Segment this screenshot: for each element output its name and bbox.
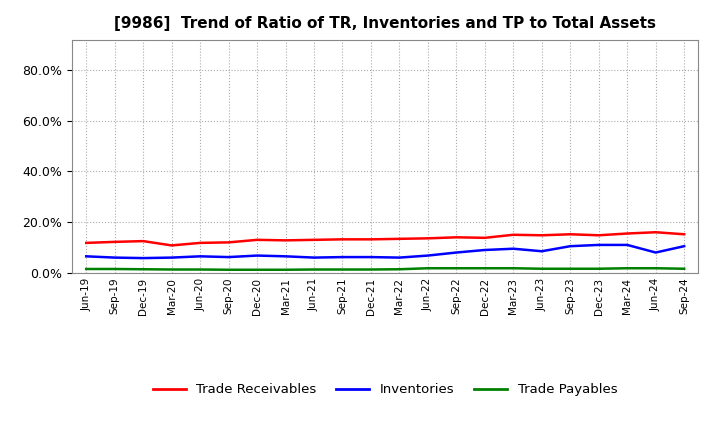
Trade Payables	[623, 266, 631, 271]
Trade Receivables	[167, 243, 176, 248]
Trade Receivables	[537, 233, 546, 238]
Trade Payables	[225, 267, 233, 272]
Trade Payables	[395, 267, 404, 272]
Trade Payables	[652, 266, 660, 271]
Inventories	[139, 256, 148, 261]
Title: [9986]  Trend of Ratio of TR, Inventories and TP to Total Assets: [9986] Trend of Ratio of TR, Inventories…	[114, 16, 656, 32]
Inventories	[110, 255, 119, 260]
Trade Receivables	[652, 230, 660, 235]
Trade Receivables	[595, 233, 603, 238]
Inventories	[196, 254, 204, 259]
Inventories	[423, 253, 432, 258]
Inventories	[395, 255, 404, 260]
Inventories	[566, 244, 575, 249]
Trade Payables	[423, 266, 432, 271]
Trade Payables	[282, 267, 290, 272]
Trade Payables	[595, 266, 603, 271]
Inventories	[537, 249, 546, 254]
Trade Receivables	[395, 236, 404, 242]
Inventories	[253, 253, 261, 258]
Trade Payables	[452, 266, 461, 271]
Trade Payables	[167, 267, 176, 272]
Inventories	[338, 254, 347, 260]
Trade Payables	[509, 266, 518, 271]
Trade Payables	[366, 267, 375, 272]
Trade Payables	[82, 266, 91, 271]
Trade Receivables	[423, 236, 432, 241]
Trade Receivables	[139, 238, 148, 244]
Inventories	[282, 254, 290, 259]
Inventories	[652, 250, 660, 255]
Inventories	[167, 255, 176, 260]
Inventories	[595, 242, 603, 248]
Trade Payables	[253, 267, 261, 272]
Trade Payables	[196, 267, 204, 272]
Inventories	[680, 244, 688, 249]
Trade Receivables	[623, 231, 631, 236]
Trade Receivables	[509, 232, 518, 238]
Inventories	[366, 254, 375, 260]
Trade Payables	[110, 266, 119, 271]
Inventories	[82, 254, 91, 259]
Trade Payables	[139, 267, 148, 272]
Trade Receivables	[196, 240, 204, 246]
Trade Payables	[566, 266, 575, 271]
Trade Receivables	[82, 240, 91, 246]
Inventories	[623, 242, 631, 248]
Trade Receivables	[225, 240, 233, 245]
Trade Payables	[310, 267, 318, 272]
Trade Receivables	[566, 231, 575, 237]
Trade Payables	[537, 266, 546, 271]
Trade Receivables	[253, 237, 261, 242]
Line: Trade Payables: Trade Payables	[86, 268, 684, 270]
Trade Receivables	[110, 239, 119, 245]
Line: Inventories: Inventories	[86, 245, 684, 258]
Trade Receivables	[310, 237, 318, 242]
Trade Receivables	[480, 235, 489, 240]
Inventories	[225, 254, 233, 260]
Trade Payables	[338, 267, 347, 272]
Trade Payables	[480, 266, 489, 271]
Inventories	[310, 255, 318, 260]
Trade Receivables	[338, 237, 347, 242]
Trade Payables	[680, 266, 688, 271]
Trade Receivables	[680, 231, 688, 237]
Trade Receivables	[282, 238, 290, 243]
Trade Receivables	[452, 235, 461, 240]
Inventories	[509, 246, 518, 251]
Inventories	[452, 250, 461, 255]
Trade Receivables	[366, 237, 375, 242]
Legend: Trade Receivables, Inventories, Trade Payables: Trade Receivables, Inventories, Trade Pa…	[148, 378, 623, 401]
Line: Trade Receivables: Trade Receivables	[86, 232, 684, 246]
Inventories	[480, 247, 489, 253]
